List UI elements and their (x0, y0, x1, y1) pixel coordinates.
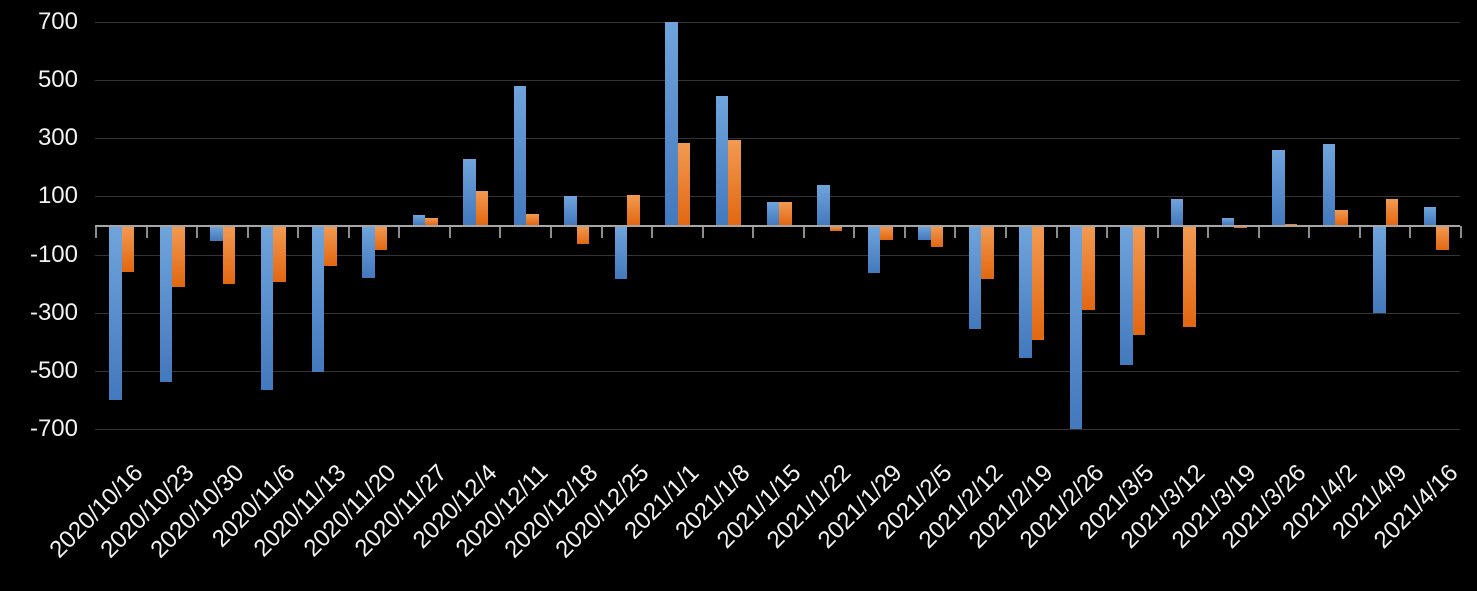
blue-bar (260, 225, 274, 390)
x-axis-tick (1409, 225, 1412, 238)
x-axis-tick (1005, 225, 1007, 238)
x-axis-tick (853, 225, 856, 238)
orange-bar (576, 225, 590, 245)
blue-bar (1221, 218, 1234, 226)
y-axis-tick-label: 500 (37, 66, 78, 94)
x-axis-tick (752, 225, 755, 238)
x-axis-tick (954, 225, 957, 238)
orange-bar (1082, 225, 1095, 310)
orange-bar (1385, 199, 1399, 226)
x-axis-tick (903, 225, 906, 238)
x-axis-tick (1460, 225, 1462, 238)
y-axis-tick-label: -300 (29, 298, 78, 326)
blue-bar (362, 225, 375, 278)
blue-bar (614, 225, 628, 280)
orange-bar (374, 225, 388, 251)
x-axis-tick (651, 225, 654, 238)
gridline (95, 254, 1460, 256)
y-axis-tick-label: 300 (37, 124, 78, 152)
blue-bar (1322, 144, 1336, 226)
x-axis-tick (1257, 225, 1260, 238)
zero-axis-line (95, 224, 1460, 227)
gridline (95, 138, 1460, 140)
x-axis-tick (802, 225, 805, 238)
blue-bar (1373, 225, 1386, 313)
x-axis-tick (1055, 225, 1058, 238)
orange-bar (172, 225, 185, 287)
blue-bar (1170, 199, 1184, 226)
orange-bar (930, 225, 944, 248)
blue-bar (1423, 206, 1437, 226)
orange-bar (779, 202, 792, 226)
blue-bar (817, 184, 830, 226)
x-axis-tick (95, 225, 97, 238)
x-axis-tick (600, 225, 603, 238)
y-axis-tick-label: 700 (37, 8, 78, 35)
orange-bar (1132, 225, 1146, 335)
y-axis-tick-label: 100 (37, 182, 78, 210)
orange-bar (475, 190, 489, 226)
x-axis-tick (246, 225, 249, 238)
orange-bar (829, 225, 843, 231)
orange-bar (121, 225, 135, 272)
y-axis-tick-label: -700 (29, 415, 78, 442)
orange-bar (324, 225, 337, 267)
blue-bar (867, 225, 881, 274)
x-axis-tick (398, 225, 401, 238)
gridline (95, 196, 1460, 198)
orange-bar (677, 142, 691, 226)
x-axis-tick (448, 225, 451, 238)
orange-bar (222, 225, 236, 284)
orange-bar (425, 218, 438, 226)
orange-bar (526, 213, 539, 226)
gridline (95, 312, 1460, 314)
blue-bar (766, 202, 779, 226)
x-axis-tick (1106, 225, 1109, 238)
x-axis-tick (550, 225, 552, 238)
blue-bar (412, 215, 426, 226)
orange-bar (1335, 209, 1348, 226)
blue-bar (1120, 225, 1133, 366)
orange-bar (1234, 225, 1247, 229)
gridline (95, 22, 1460, 23)
blue-bar (463, 158, 476, 226)
x-axis-tick (347, 225, 350, 238)
gridline (95, 429, 1460, 430)
x-axis-tick (1207, 225, 1210, 238)
orange-bar (880, 225, 893, 241)
x-axis-tick (701, 225, 704, 238)
orange-bar (981, 225, 994, 280)
blue-bar (665, 22, 678, 226)
x-axis-tick (145, 225, 148, 238)
orange-bar (1031, 225, 1045, 341)
gridline (95, 370, 1460, 372)
blue-bar (1019, 225, 1032, 358)
blue-bar (918, 225, 931, 241)
orange-bar (728, 139, 741, 226)
blue-bar (1272, 149, 1285, 226)
x-axis-tick (499, 225, 502, 238)
blue-bar (311, 225, 324, 373)
orange-bar (627, 194, 640, 226)
x-axis-tick (1308, 225, 1311, 238)
blue-bar (1069, 225, 1083, 429)
blue-bar (159, 225, 173, 383)
x-axis-tick (1156, 225, 1159, 238)
blue-bar (715, 96, 729, 226)
blue-bar (968, 225, 982, 329)
blue-bar (513, 85, 527, 226)
blue-bar (210, 225, 223, 242)
blue-bar (109, 225, 122, 400)
orange-bar (1436, 225, 1449, 251)
x-axis-tick (297, 225, 300, 238)
y-axis-tick-label: -100 (29, 240, 78, 268)
orange-bar (273, 225, 286, 283)
orange-bar (1183, 225, 1196, 328)
blue-bar (564, 196, 577, 226)
gridline (95, 80, 1460, 82)
x-axis-tick (196, 225, 199, 238)
x-axis-tick (1358, 225, 1361, 238)
y-axis-tick-label: -500 (29, 356, 78, 384)
